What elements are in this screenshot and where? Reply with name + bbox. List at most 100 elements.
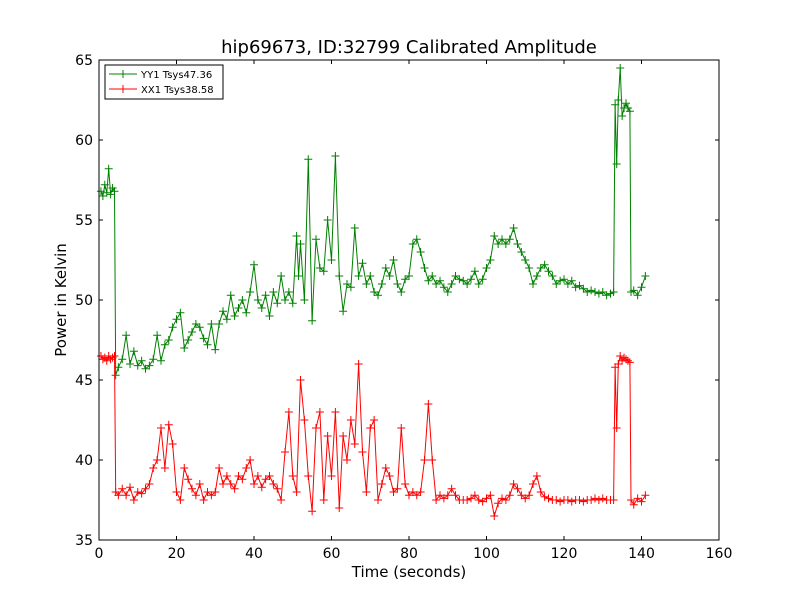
data-point <box>432 496 441 504</box>
data-point <box>153 456 162 464</box>
data-point <box>370 416 379 424</box>
data-point <box>370 288 379 296</box>
data-point <box>137 489 146 498</box>
legend: YY1 Tsys47.36 XX1 Tsys38.58 <box>104 64 224 100</box>
data-point <box>106 190 115 199</box>
data-point <box>203 340 212 349</box>
data-point <box>529 480 537 488</box>
data-point <box>176 308 185 317</box>
data-point <box>474 280 483 288</box>
data-point <box>312 424 320 432</box>
data-point <box>463 496 472 504</box>
data-point <box>560 275 568 284</box>
data-point <box>393 484 402 493</box>
x-tick-label: 140 <box>628 546 655 562</box>
data-point <box>602 291 611 300</box>
data-point <box>211 345 220 354</box>
x-tick-label: 0 <box>95 546 104 562</box>
data-point <box>126 360 134 368</box>
data-point <box>253 296 262 304</box>
data-point <box>513 484 522 493</box>
data-point <box>226 291 235 300</box>
data-point <box>616 352 625 360</box>
data-point <box>188 328 196 336</box>
data-point <box>335 272 344 280</box>
data-point <box>609 288 618 296</box>
axes-layer: 0 20 40 60 80 100 120 140 160 35 40 45 50 55 60 65 <box>75 53 732 562</box>
data-point <box>149 355 158 364</box>
data-point <box>482 494 491 503</box>
data-point <box>191 491 200 500</box>
data-point <box>122 331 131 340</box>
data-point <box>96 352 105 360</box>
y-tick-label: 45 <box>75 373 93 389</box>
data-point <box>346 416 355 424</box>
data-point <box>459 276 468 285</box>
data-point <box>207 491 216 500</box>
y-tick-label: 60 <box>75 133 93 149</box>
data-point <box>292 488 301 496</box>
data-point <box>304 155 313 164</box>
data-point <box>486 491 495 500</box>
data-point <box>544 267 553 276</box>
data-point <box>281 296 289 304</box>
data-point <box>620 353 629 362</box>
data-point <box>594 496 603 504</box>
data-point <box>129 496 138 504</box>
data-point <box>133 361 142 370</box>
data-point <box>623 356 632 365</box>
data-point <box>160 340 169 349</box>
data-point <box>180 344 189 352</box>
data-point <box>517 248 526 256</box>
legend-swatch-marker <box>119 70 127 78</box>
data-point <box>598 288 607 296</box>
data-point <box>300 296 309 304</box>
data-point <box>350 224 359 232</box>
data-point <box>623 104 632 112</box>
data-point <box>625 107 634 116</box>
data-point <box>463 280 472 288</box>
data-point <box>335 504 344 512</box>
data-point <box>184 336 193 344</box>
data-point <box>412 491 421 500</box>
data-point <box>532 472 541 480</box>
data-point <box>408 488 417 496</box>
data-point <box>234 304 243 312</box>
data-point <box>98 355 107 364</box>
data-point <box>108 184 117 192</box>
data-point <box>393 280 402 288</box>
data-point <box>327 472 336 480</box>
data-point <box>257 483 266 492</box>
data-point <box>265 472 274 480</box>
data-point <box>261 475 270 484</box>
data-point <box>381 264 390 272</box>
data-point <box>331 152 340 160</box>
data-point <box>428 456 437 464</box>
data-point <box>242 464 251 472</box>
data-point <box>160 464 169 472</box>
legend-box <box>104 64 224 100</box>
data-point <box>374 496 382 504</box>
data-point <box>401 480 410 488</box>
data-point <box>114 363 123 372</box>
data-point <box>172 315 181 324</box>
data-point <box>104 164 113 173</box>
data-point <box>319 267 328 276</box>
x-tick-label: 100 <box>473 546 500 562</box>
data-point <box>362 488 371 496</box>
x-tick-label: 80 <box>400 546 418 562</box>
data-point <box>556 497 565 506</box>
data-point <box>230 312 239 320</box>
series-layer <box>96 64 650 520</box>
data-point <box>428 272 437 280</box>
data-point <box>374 291 382 300</box>
data-point <box>327 256 336 264</box>
y-tick-label: 50 <box>75 293 93 309</box>
data-point <box>556 276 565 285</box>
data-point <box>141 364 150 373</box>
data-point <box>416 488 425 496</box>
data-point <box>246 456 255 464</box>
data-point <box>118 484 127 493</box>
data-point <box>168 440 177 448</box>
